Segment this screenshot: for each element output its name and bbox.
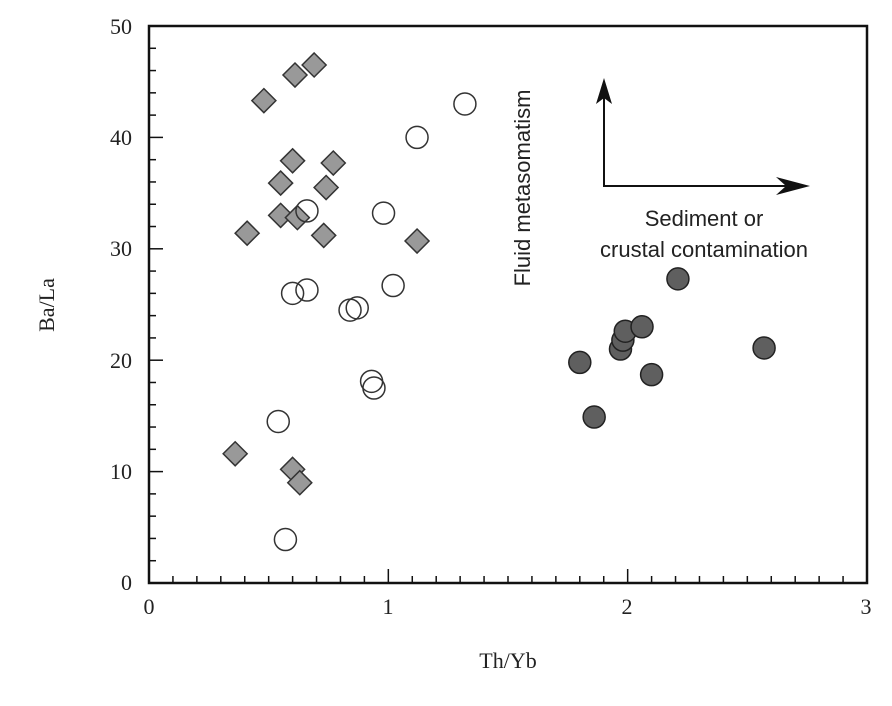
open-circle-point xyxy=(359,369,384,394)
diamond-point xyxy=(310,222,337,249)
diamond-point xyxy=(267,202,294,229)
y-tick-label: 20 xyxy=(110,348,132,373)
open-circle-point xyxy=(453,92,477,116)
x-axis-title: Th/Yb xyxy=(479,648,536,673)
fluid-metasomatism-label: Fluid metasomatism xyxy=(510,90,535,287)
diamond-point xyxy=(320,149,347,177)
y-axis-title: Ba/La xyxy=(34,278,59,332)
sediment-label-line1: Sediment or xyxy=(645,206,764,231)
diamond-point xyxy=(222,440,249,467)
open-circle-point xyxy=(371,201,396,225)
open-circle-point xyxy=(295,199,319,223)
y-tick-label: 0 xyxy=(121,570,132,595)
open-circle-point xyxy=(266,409,290,434)
y-tick-label: 40 xyxy=(110,125,132,150)
sediment-label-line2: crustal contamination xyxy=(600,237,808,262)
filled-circle-point xyxy=(752,336,776,360)
x-tick-label: 1 xyxy=(383,594,394,619)
open-circle-point xyxy=(295,278,319,302)
open-circle-point xyxy=(345,296,369,320)
diamond-point xyxy=(313,174,340,201)
open-circle-point xyxy=(405,125,429,150)
open-circle-point xyxy=(381,273,405,298)
diamond-point xyxy=(234,220,261,247)
x-tick-label: 3 xyxy=(861,594,872,619)
x-tick-label: 2 xyxy=(622,594,633,619)
open-circle-point xyxy=(273,527,298,552)
filled-circle-point xyxy=(568,350,592,375)
y-tick-label: 10 xyxy=(110,459,132,484)
axis-ticks xyxy=(149,47,844,583)
open-circle-point xyxy=(280,281,305,306)
open-circle-point xyxy=(362,376,386,400)
x-tick-label: 0 xyxy=(144,594,155,619)
y-tick-label: 30 xyxy=(110,236,132,261)
filled-circle-point xyxy=(630,315,654,339)
arrow-up-icon xyxy=(596,78,612,104)
data-points xyxy=(222,51,776,552)
diamond-point xyxy=(403,227,431,255)
plot-frame xyxy=(147,24,869,585)
filled-circle-point xyxy=(639,362,664,387)
diamond-point xyxy=(286,469,313,496)
diamond-point xyxy=(281,61,309,89)
trend-arrows xyxy=(596,78,810,195)
arrow-right-icon xyxy=(776,177,810,195)
y-tick-label: 50 xyxy=(110,14,132,39)
diamond-point xyxy=(301,51,328,79)
filled-circle-point xyxy=(582,405,606,429)
filled-circle-point xyxy=(666,267,690,291)
diamond-point xyxy=(250,87,277,114)
diamond-point xyxy=(279,147,306,174)
open-circle-point xyxy=(338,298,362,322)
diamond-point xyxy=(267,170,294,197)
